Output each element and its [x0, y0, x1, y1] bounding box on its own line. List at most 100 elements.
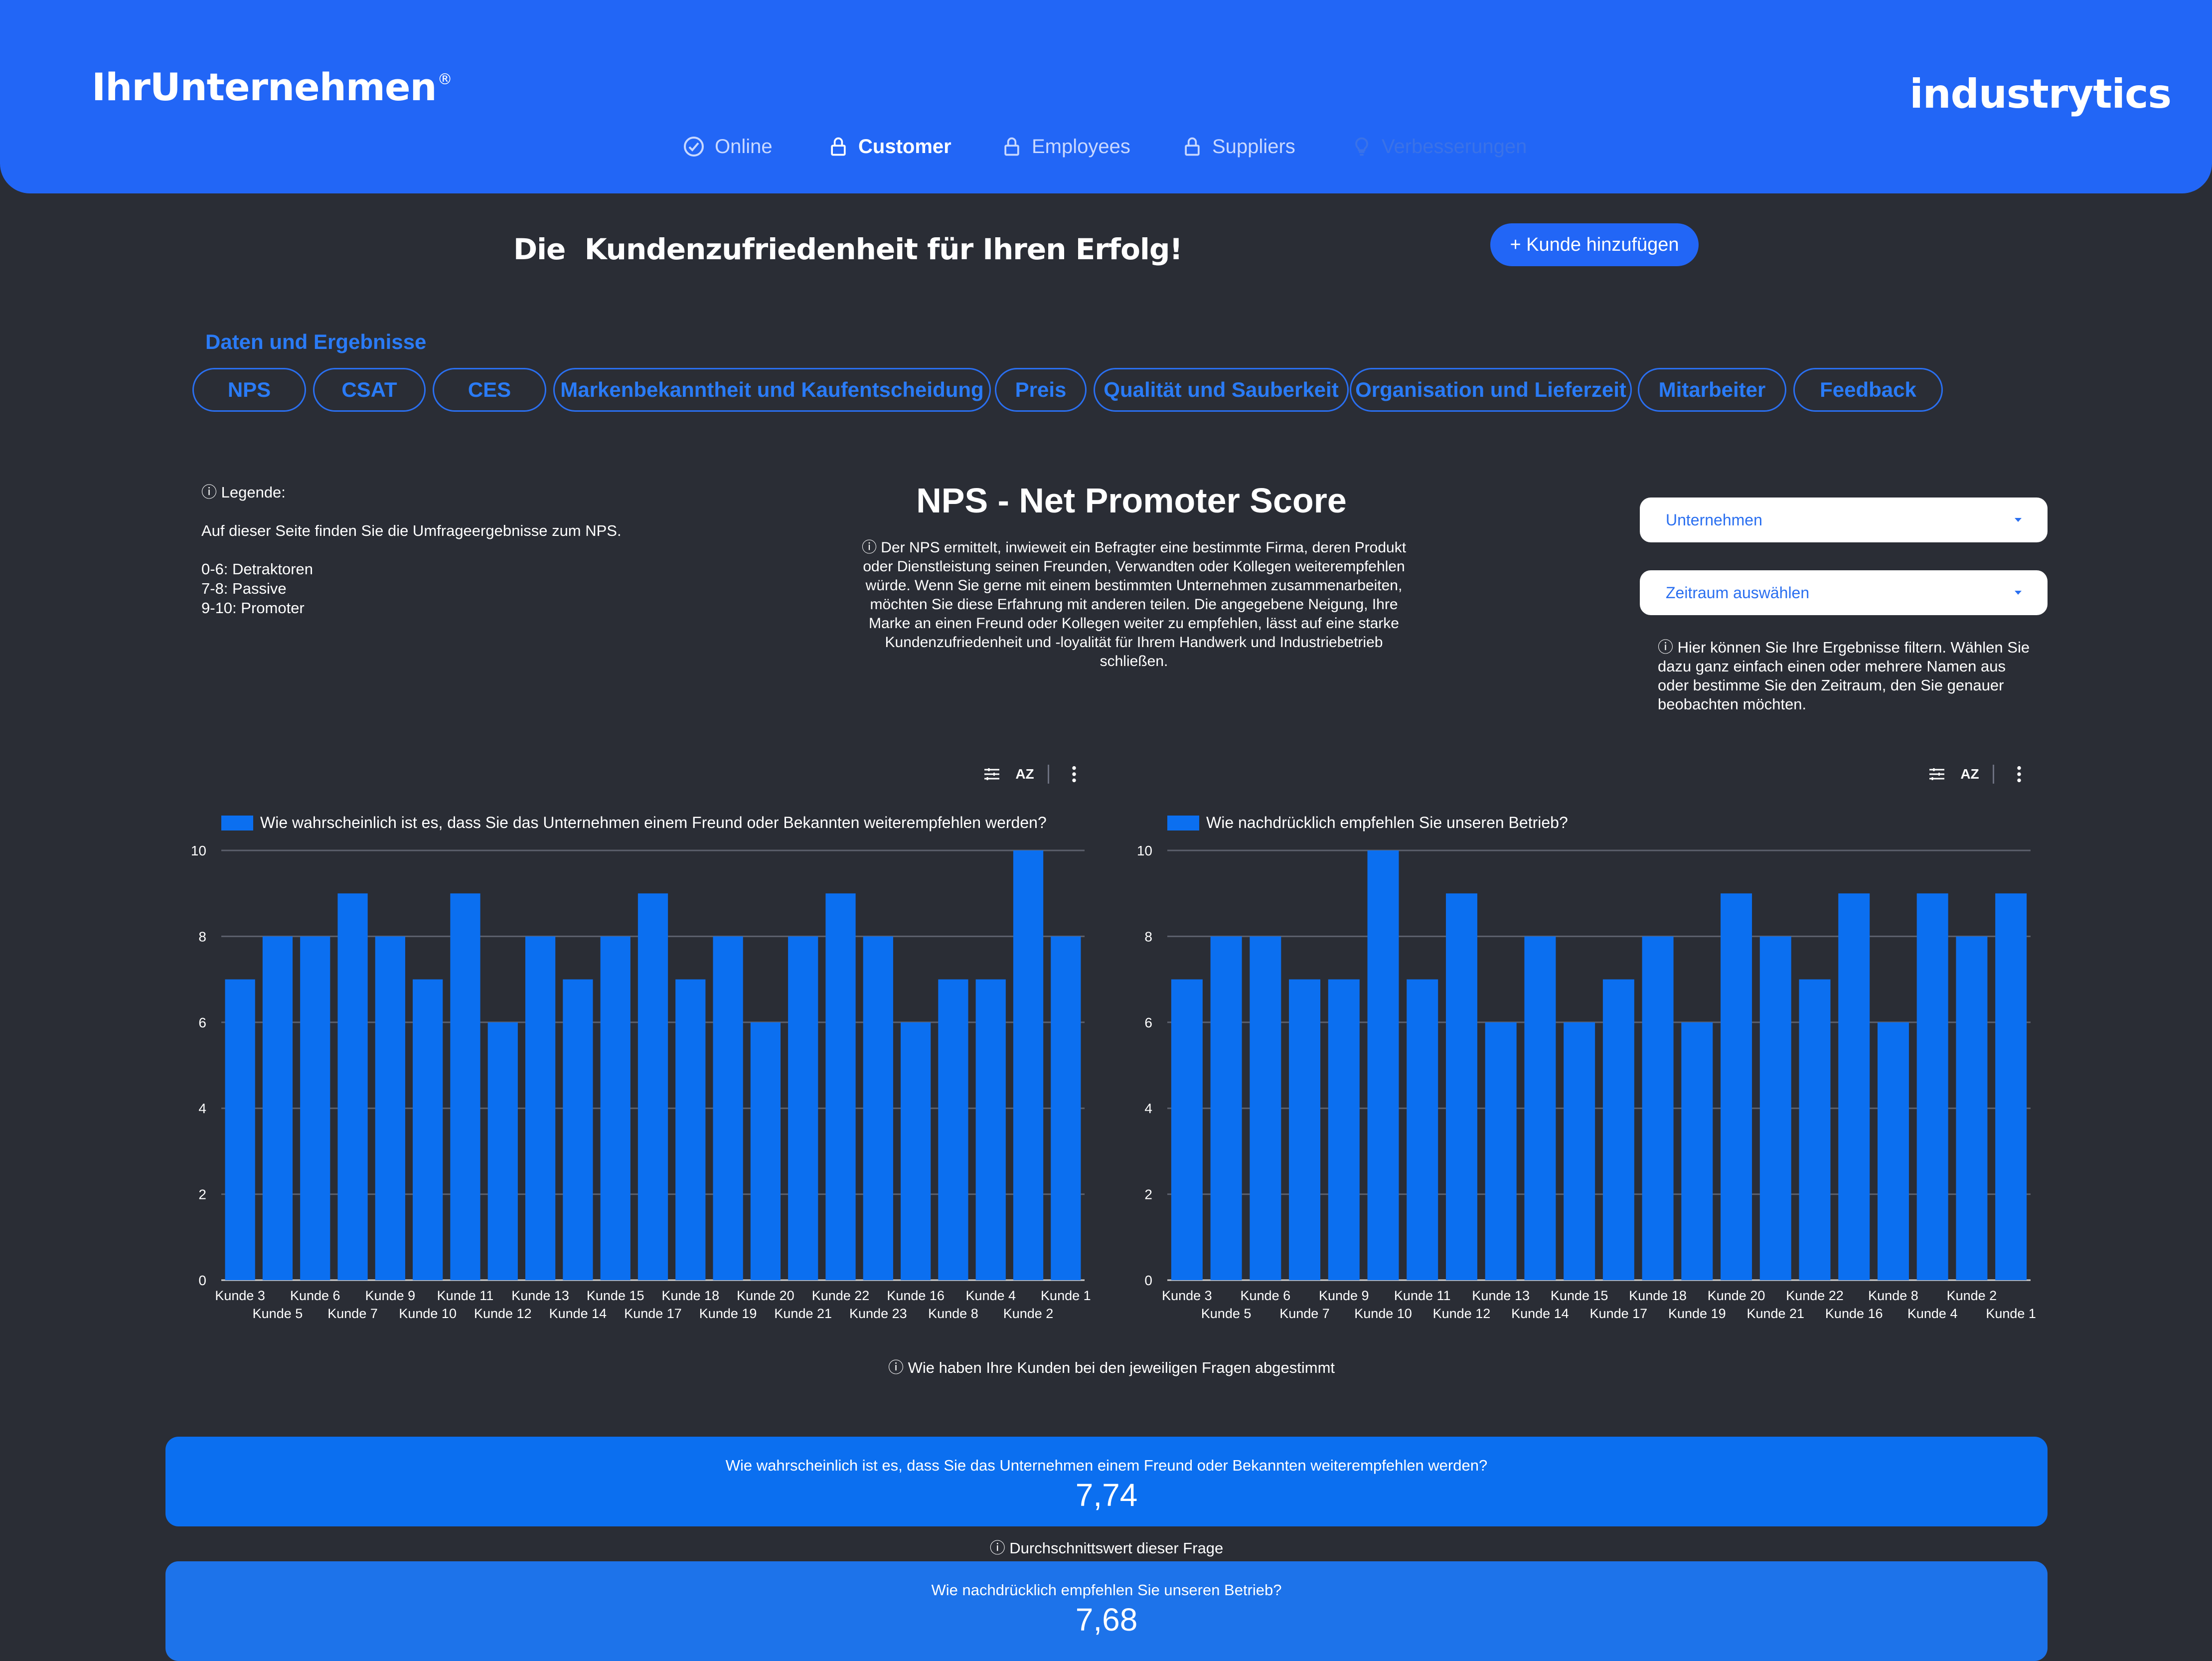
- x-tick-label: Kunde 12: [474, 1306, 532, 1321]
- period-dropdown-label: Zeitraum auswählen: [1666, 583, 1810, 602]
- brand-logo[interactable]: IhrUnternehmen®: [92, 65, 453, 109]
- average-question-2: Wie nachdrücklich empfehlen Sie unseren …: [931, 1581, 1282, 1599]
- nav-online[interactable]: Online: [682, 131, 773, 163]
- top-header: [0, 0, 2212, 193]
- nav-employees[interactable]: Employees: [1001, 131, 1130, 163]
- bar: [637, 893, 668, 1280]
- tab-qualitaet[interactable]: Qualität und Sauberkeit: [1094, 368, 1349, 412]
- tab-markenbekanntheit[interactable]: Markenbekanntheit und Kaufentscheidung: [553, 368, 991, 412]
- legend-heading: ⓘ Legende:: [201, 484, 286, 501]
- bar: [413, 979, 443, 1280]
- x-tick-label: Kunde 3: [1162, 1288, 1212, 1303]
- bar: [225, 979, 255, 1280]
- sort-az-icon[interactable]: AZ: [1015, 766, 1034, 782]
- nav-verbesserungen[interactable]: Verbesserungen: [1351, 131, 1527, 163]
- bar: [1250, 936, 1281, 1280]
- x-tick-label: Kunde 20: [737, 1288, 794, 1303]
- bar: [1328, 979, 1360, 1280]
- chart1-legend: Wie wahrscheinlich ist es, dass Sie das …: [221, 814, 1047, 832]
- bar: [1956, 936, 1988, 1280]
- x-tick-label: Kunde 5: [253, 1306, 303, 1321]
- x-tick-label: Kunde 23: [849, 1306, 907, 1321]
- bar: [1485, 1022, 1517, 1280]
- registered-mark: ®: [437, 71, 453, 88]
- tab-nps[interactable]: NPS: [192, 368, 306, 412]
- average-note: ⓘ Durchschnittswert dieser Frage: [989, 1539, 1224, 1557]
- x-tick-label: Kunde 5: [1201, 1306, 1252, 1321]
- more-vert-icon[interactable]: [2009, 764, 2029, 784]
- bar: [337, 893, 368, 1280]
- legend-line-passives: 7-8: Passive: [201, 580, 287, 597]
- bar: [1407, 979, 1438, 1280]
- tab-organisation[interactable]: Organisation und Lieferzeit: [1350, 368, 1632, 412]
- filter-sliders-icon[interactable]: [982, 764, 1002, 784]
- nav-verbesserungen-label: Verbesserungen: [1382, 135, 1527, 158]
- sort-az-icon[interactable]: AZ: [1960, 766, 1979, 782]
- bar: [938, 979, 968, 1280]
- bar: [901, 1022, 931, 1280]
- x-tick-label: Kunde 8: [928, 1306, 978, 1321]
- bar: [1995, 893, 2027, 1280]
- x-tick-label: Kunde 19: [699, 1306, 757, 1321]
- add-customer-button[interactable]: + Kunde hinzufügen: [1490, 223, 1699, 266]
- period-dropdown[interactable]: Zeitraum auswählen: [1640, 570, 2048, 615]
- bar: [825, 893, 856, 1280]
- x-tick-label: Kunde 11: [1394, 1288, 1451, 1303]
- y-tick-label: 8: [1144, 929, 1152, 944]
- x-tick-label: Kunde 17: [624, 1306, 682, 1321]
- tab-mitarbeiter[interactable]: Mitarbeiter: [1638, 368, 1786, 412]
- tab-preis[interactable]: Preis: [995, 368, 1087, 412]
- x-tick-label: Kunde 18: [661, 1288, 719, 1303]
- x-tick-label: Kunde 7: [327, 1306, 378, 1321]
- y-tick-label: 0: [1144, 1273, 1152, 1288]
- x-tick-label: Kunde 14: [1511, 1306, 1569, 1321]
- lock-icon: [1185, 137, 1200, 156]
- chart2-bar-chart: 0 2 4 6 8 10 Kunde 3 Kunde 5 Kunde 6 Kunde 7 Kunde…: [1137, 843, 2036, 1321]
- tab-csat[interactable]: CSAT: [313, 368, 426, 412]
- bar: [1524, 936, 1556, 1280]
- x-tick-label: Kunde 3: [215, 1288, 265, 1303]
- bar: [600, 936, 631, 1280]
- x-tick-label: Kunde 17: [1590, 1306, 1648, 1321]
- bar: [1681, 1022, 1713, 1280]
- section-title: Daten und Ergebnisse: [205, 330, 427, 353]
- company-dropdown[interactable]: Unternehmen: [1640, 498, 2048, 542]
- x-tick-label: Kunde 2: [1003, 1306, 1054, 1321]
- chart1-series-name: Wie wahrscheinlich ist es, dass Sie das …: [260, 814, 1047, 831]
- bar: [1642, 936, 1674, 1280]
- legend-box: ⓘ Legende: Auf dieser Seite finden Sie d…: [201, 483, 650, 618]
- tab-feedback[interactable]: Feedback: [1793, 368, 1943, 412]
- bar: [487, 1022, 518, 1280]
- legend-intro: Auf dieser Seite finden Sie die Umfragee…: [201, 522, 622, 539]
- bar: [1171, 979, 1203, 1280]
- filter-sliders-icon[interactable]: [1927, 764, 1947, 784]
- industrytics-logo: industrytics: [1909, 71, 2172, 117]
- chart2-toolbar: AZ: [1927, 762, 2042, 787]
- nps-title: NPS - Net Promoter Score: [916, 481, 1347, 520]
- average-value-1: 7,74: [1075, 1477, 1138, 1513]
- bar: [1838, 893, 1870, 1280]
- x-tick-label: Kunde 2: [1947, 1288, 1997, 1303]
- chart1-bar-chart: 0 2 4 6 8 10 Kunde 3 Kunde 5 Kunde 6 Kunde 7 Kunde…: [191, 843, 1091, 1321]
- bar: [1051, 936, 1081, 1280]
- nav-customer[interactable]: Customer: [827, 131, 951, 163]
- x-tick-label: Kunde 11: [437, 1288, 494, 1303]
- more-vert-icon[interactable]: [1064, 764, 1084, 784]
- average-value-2: 7,68: [1075, 1602, 1138, 1638]
- nav-employees-label: Employees: [1032, 135, 1130, 158]
- tab-ces[interactable]: CES: [433, 368, 546, 412]
- y-tick-label: 2: [198, 1187, 206, 1202]
- legend-swatch: [1167, 815, 1199, 830]
- x-tick-label: Kunde 7: [1279, 1306, 1330, 1321]
- bar: [975, 979, 1006, 1280]
- bar: [1602, 979, 1634, 1280]
- legend-line-promoters: 9-10: Promoter: [201, 599, 305, 617]
- bar: [1367, 850, 1399, 1280]
- chart1-toolbar: AZ: [982, 762, 1097, 787]
- bar: [713, 936, 743, 1280]
- nav-online-label: Online: [715, 135, 773, 158]
- x-tick-label: Kunde 20: [1708, 1288, 1765, 1303]
- nav-suppliers[interactable]: Suppliers: [1181, 131, 1295, 163]
- average-card-2: Wie nachdrücklich empfehlen Sie unseren …: [165, 1561, 2048, 1661]
- bar: [750, 1022, 781, 1280]
